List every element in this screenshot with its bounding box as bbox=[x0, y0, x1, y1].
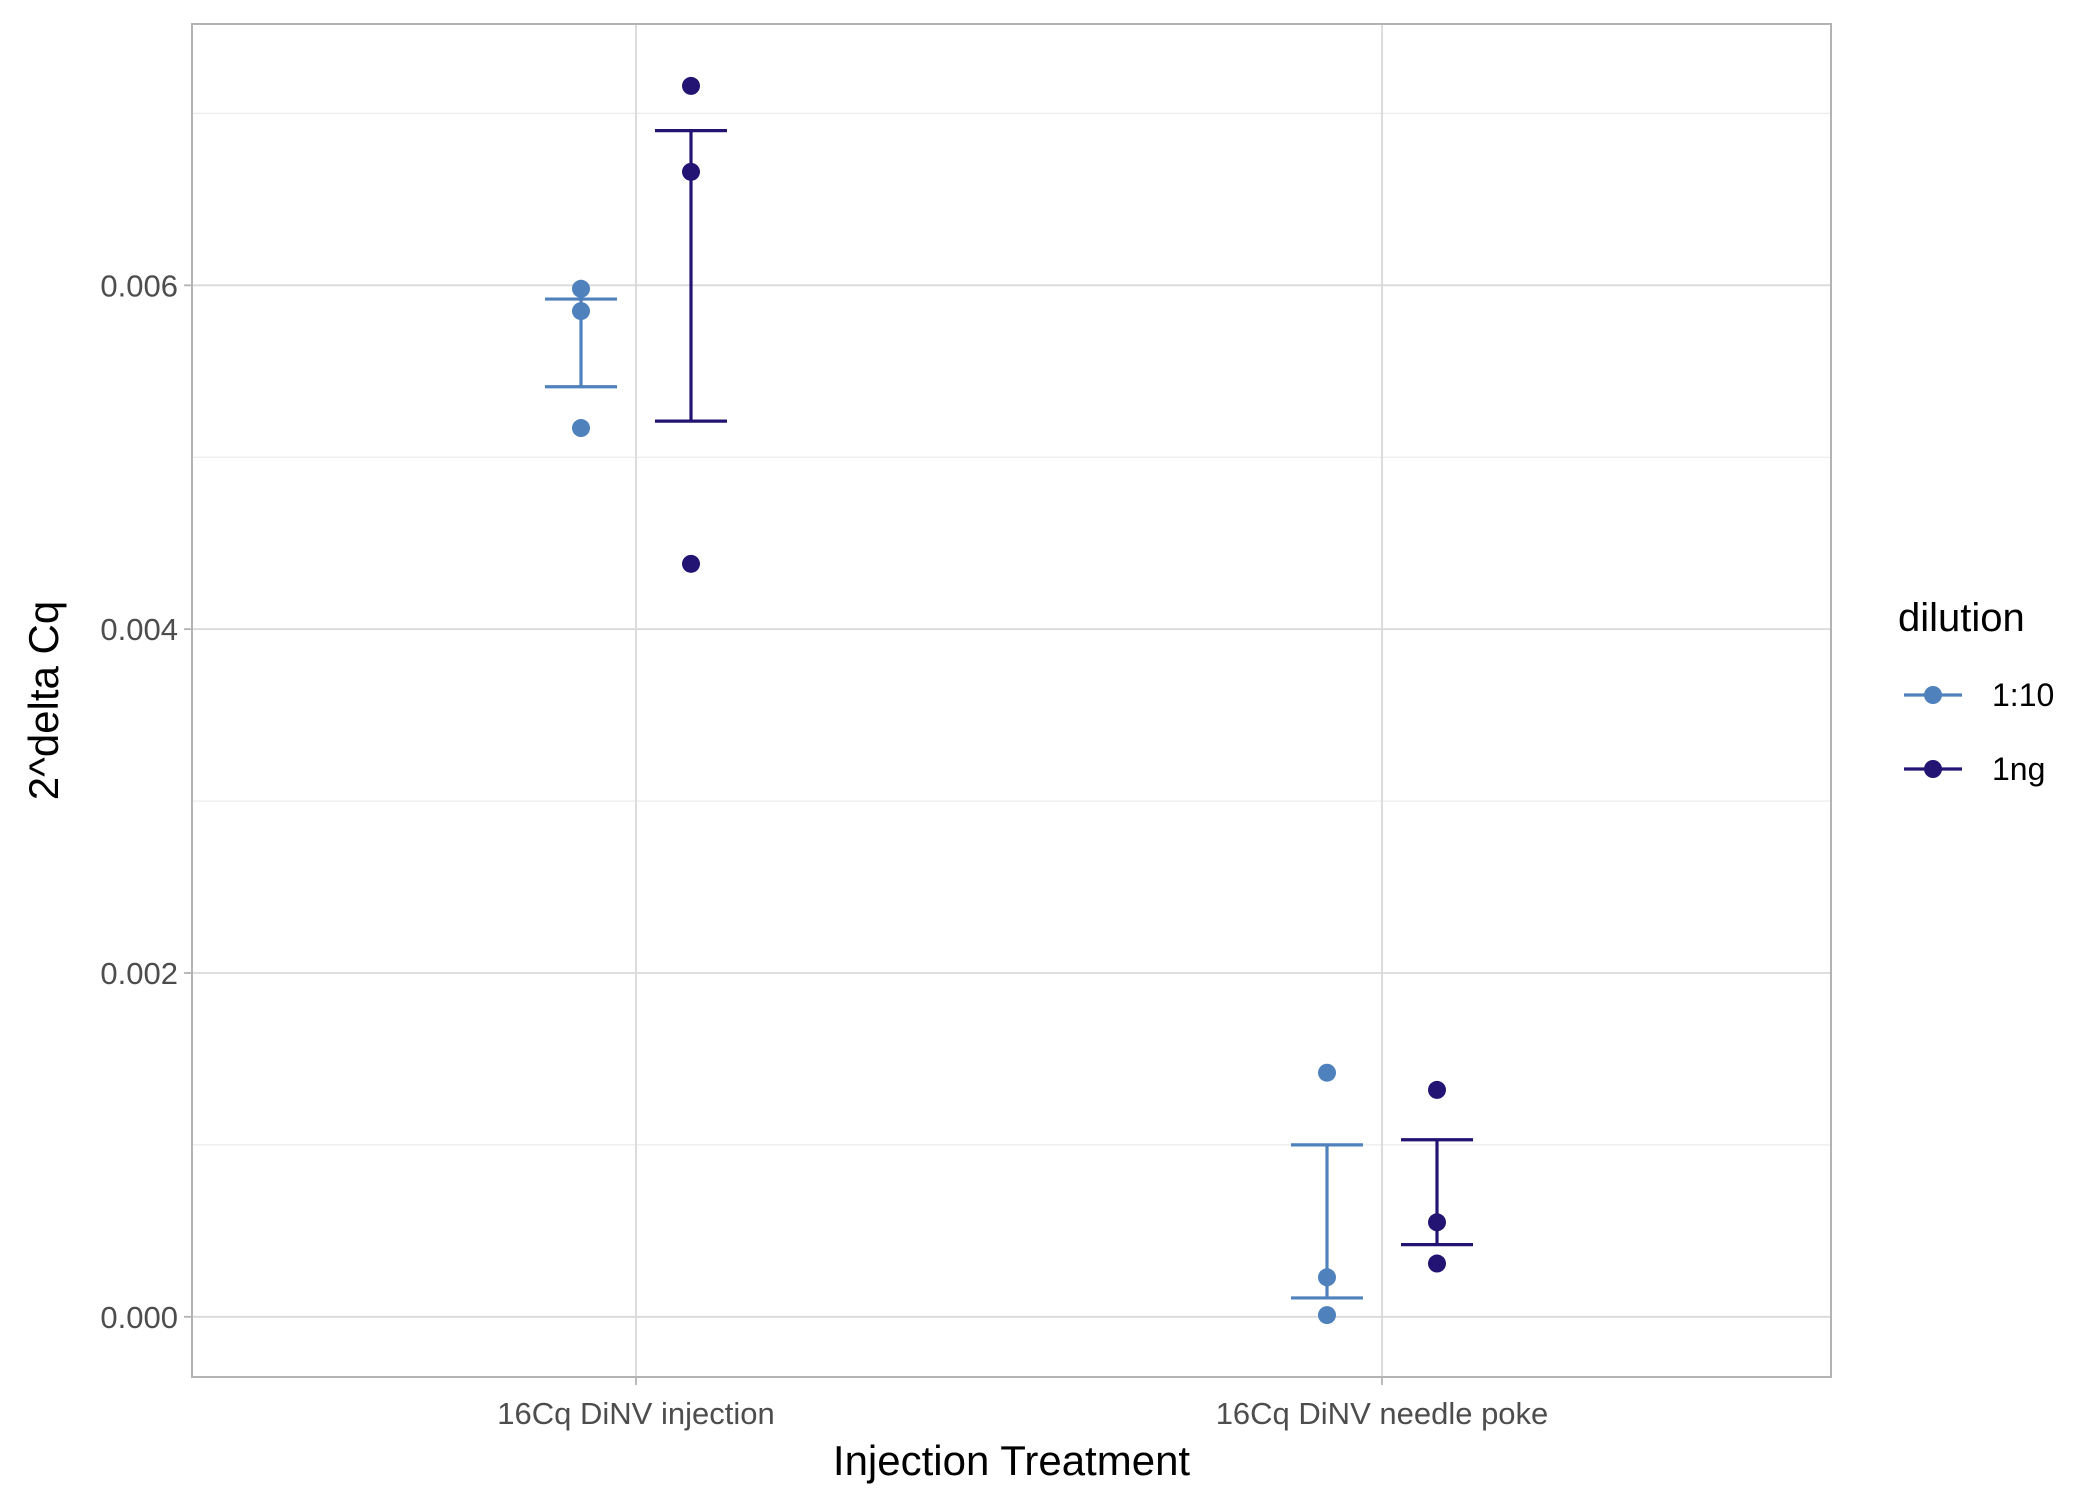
data-point bbox=[1318, 1268, 1336, 1287]
y-tick-label: 0.004 bbox=[100, 612, 178, 647]
data-point bbox=[572, 302, 590, 321]
legend-title: dilution bbox=[1898, 596, 2025, 640]
x-tick-label: 16Cq DiNV needle poke bbox=[1216, 1396, 1549, 1431]
data-point bbox=[1318, 1063, 1336, 1082]
legend-label: 1ng bbox=[1992, 751, 2045, 787]
legend: dilution 1:10 1ng bbox=[1898, 596, 2054, 787]
legend-label: 1:10 bbox=[1992, 677, 2054, 713]
y-tick-label: 0.000 bbox=[100, 1300, 178, 1335]
data-point bbox=[1428, 1254, 1446, 1273]
data-point bbox=[572, 279, 590, 298]
legend-entries: 1:10 1ng bbox=[1904, 677, 2054, 787]
plot-panel-border bbox=[191, 23, 1832, 1378]
grid-lines bbox=[192, 24, 1831, 1377]
axes: 0.000 0.002 0.004 0.006 16Cq DiNV injection 1… bbox=[100, 268, 1548, 1431]
data-marks bbox=[545, 76, 1473, 1325]
x-axis-title: Injection Treatment bbox=[833, 1437, 1191, 1484]
data-point bbox=[1318, 1306, 1336, 1325]
data-point bbox=[682, 76, 700, 95]
y-tick-label: 0.006 bbox=[100, 268, 178, 303]
data-point bbox=[572, 419, 590, 438]
data-point bbox=[682, 554, 700, 573]
data-point bbox=[1428, 1080, 1446, 1099]
data-point bbox=[1428, 1213, 1446, 1232]
y-axis-title: 2^delta Cq bbox=[20, 601, 67, 801]
data-point bbox=[682, 162, 700, 181]
legend-key-point bbox=[1924, 760, 1942, 778]
y-tick-label: 0.002 bbox=[100, 956, 178, 991]
x-tick-label: 16Cq DiNV injection bbox=[497, 1396, 774, 1431]
legend-key-point bbox=[1924, 686, 1942, 704]
